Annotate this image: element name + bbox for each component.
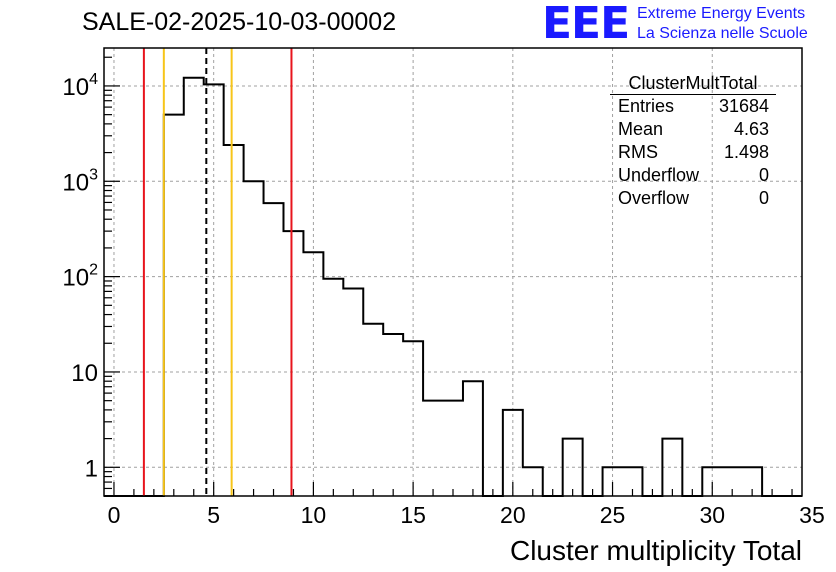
stats-row-rms: RMS 1.498 [610,141,776,164]
histogram-outline [104,76,802,497]
histogram-bin [423,401,443,496]
stats-label: Overflow [618,188,690,208]
x-tick-label: 10 [301,502,327,528]
stats-box-title: ClusterMultTotal [610,72,776,95]
grid-layer [104,48,802,496]
x-tick-label: 20 [500,502,526,528]
stats-label: RMS [618,142,658,162]
y-tick-label: 104 [62,71,98,101]
histogram-bin [283,231,303,496]
run-title: SALE-02-2025-10-03-00002 [82,8,397,36]
org-name-line2: La Scienza nelle Scuole [637,25,808,42]
stats-label: Mean [618,119,664,139]
histogram-bin [343,289,363,496]
x-tick-label: 5 [207,502,220,528]
histogram-bin [184,78,204,496]
stats-value: 0 [758,165,769,185]
histogram-bin [383,334,403,496]
stats-box: ClusterMultTotal Entries 31684 Mean 4.63… [610,72,776,210]
x-tick-label: 25 [600,502,626,528]
histogram-bars [104,76,802,497]
histogram-bin [224,145,244,496]
x-axis-label: Cluster multiplicity Total [510,535,802,566]
x-tick-label: 15 [400,502,426,528]
histogram-bin [363,324,383,496]
x-tick-label: 35 [799,502,825,528]
stats-row-underflow: Underflow 0 [610,164,776,187]
histogram-bin [323,279,343,496]
stats-row-entries: Entries 31684 [610,95,776,118]
stats-label: Entries [618,96,675,116]
stats-row-overflow: Overflow 0 [610,187,776,210]
stats-value: 1.498 [723,142,769,162]
eee-logo: EEE [542,0,630,49]
histogram-bin [463,381,483,496]
histogram-bin [443,401,463,496]
stats-value: 0 [758,188,769,208]
stats-value: 31684 [718,96,769,116]
axes: 0 5 10 15 20 25 30 35 1 10 102 103 104 [62,47,825,528]
histogram-bin [164,115,184,496]
histogram-bin [403,341,423,496]
histogram-bin [264,203,284,496]
histogram-bin [303,252,323,496]
marker-lines [142,48,293,496]
stats-label: Underflow [618,165,700,185]
y-tick-label: 102 [62,262,98,292]
y-tick-label: 1 [85,455,98,482]
org-name-line1: Extreme Energy Events [637,5,806,22]
histogram-bin [244,181,264,496]
y-tick-label: 103 [62,166,98,196]
histogram-bin [662,439,682,496]
x-tick-label: 0 [108,502,121,528]
y-tick-label: 10 [71,360,98,387]
stats-value: 4.63 [733,119,769,139]
stats-row-mean: Mean 4.63 [610,118,776,141]
histogram-bin [563,439,583,496]
x-tick-label: 30 [699,502,725,528]
